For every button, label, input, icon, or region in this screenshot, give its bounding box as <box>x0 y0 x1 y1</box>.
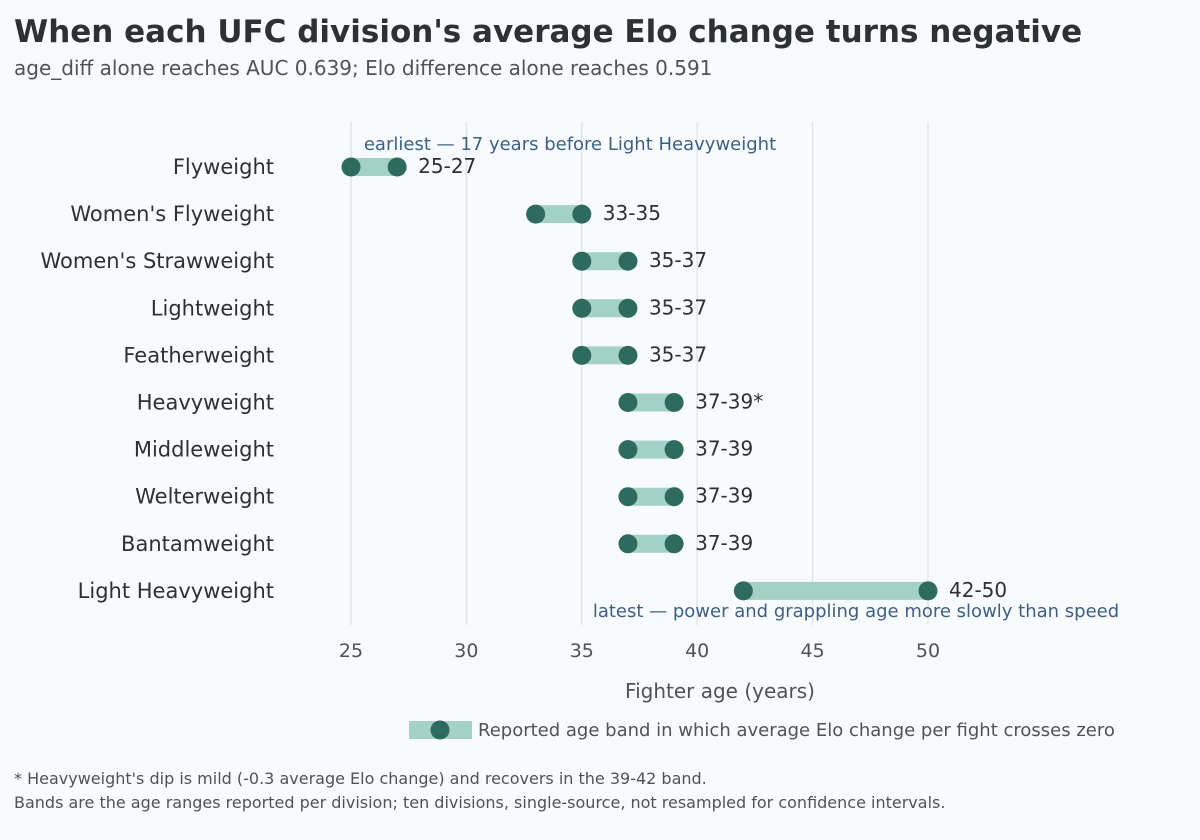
band-end-dot <box>664 393 684 412</box>
band-start-dot <box>572 251 592 271</box>
band-data-label: 37-39 <box>695 531 753 555</box>
band-data-label: 33-35 <box>603 201 661 225</box>
footnote-method: Bands are the age ranges reported per di… <box>14 793 946 812</box>
band-data-label: 35-37 <box>649 295 707 319</box>
chart-title: When each UFC division's average Elo cha… <box>14 14 1083 50</box>
band-data-label: 35-37 <box>649 248 707 272</box>
band-data-label: 42-50 <box>949 578 1007 602</box>
band-end-dot <box>618 345 638 365</box>
band-end-dot <box>664 534 684 554</box>
category-label: Heavyweight <box>137 391 274 415</box>
band-data-label: 37-39* <box>695 390 763 414</box>
band-end-dot <box>918 581 938 601</box>
band-start-dot <box>341 157 361 177</box>
band-end-dot <box>387 157 407 177</box>
x-tick-label: 45 <box>801 640 825 662</box>
band-data-label: 35-37 <box>649 342 707 366</box>
band-data-label: 37-39 <box>695 437 753 461</box>
band-end-dot <box>572 204 592 224</box>
x-tick-label: 40 <box>685 640 709 662</box>
annotation-earliest: earliest — 17 years before Light Heavywe… <box>364 134 776 155</box>
band-end-dot <box>664 487 684 507</box>
band-start-dot <box>618 487 638 507</box>
x-tick-label: 50 <box>916 640 940 662</box>
category-label: Middleweight <box>134 438 274 462</box>
category-label: Bantamweight <box>121 532 274 556</box>
band-start-dot <box>572 298 592 318</box>
x-axis-label: Fighter age (years) <box>625 679 815 703</box>
band-start-dot <box>618 534 638 554</box>
band-end-dot <box>664 440 684 460</box>
x-tick-label: 35 <box>570 640 594 662</box>
band-start-dot <box>572 345 592 365</box>
band-start-dot <box>618 440 638 460</box>
x-tick-label: 25 <box>339 640 363 662</box>
legend-label: Reported age band in which average Elo c… <box>478 720 1115 741</box>
band-start-dot <box>618 393 638 412</box>
category-label: Women's Strawweight <box>40 249 274 273</box>
legend-dot-swatch <box>430 720 450 740</box>
band-start-dot <box>733 581 753 601</box>
footnote-heavyweight: * Heavyweight's dip is mild (-0.3 averag… <box>14 769 707 788</box>
category-label: Lightweight <box>151 296 274 320</box>
x-tick-label: 30 <box>454 640 478 662</box>
dumbbell-chart: 25 30 35 40 45 50 Fighter age (years) Flyweight… <box>40 122 1119 741</box>
category-label: Women's Flyweight <box>70 202 274 226</box>
chart-subtitle: age_diff alone reaches AUC 0.639; Elo di… <box>14 56 713 80</box>
category-label: Light Heavyweight <box>78 579 274 603</box>
band-end-dot <box>618 251 638 271</box>
annotation-latest: latest — power and grappling age more sl… <box>593 601 1119 622</box>
category-label: Flyweight <box>173 155 274 179</box>
band-start-dot <box>526 204 546 224</box>
category-label: Featherweight <box>123 343 274 367</box>
band-data-label: 25-27 <box>418 154 476 178</box>
band-end-dot <box>618 298 638 318</box>
footnotes: * Heavyweight's dip is mild (-0.3 averag… <box>14 767 945 815</box>
category-label: Welterweight <box>135 485 274 509</box>
band-data-label: 37-39 <box>695 484 753 508</box>
